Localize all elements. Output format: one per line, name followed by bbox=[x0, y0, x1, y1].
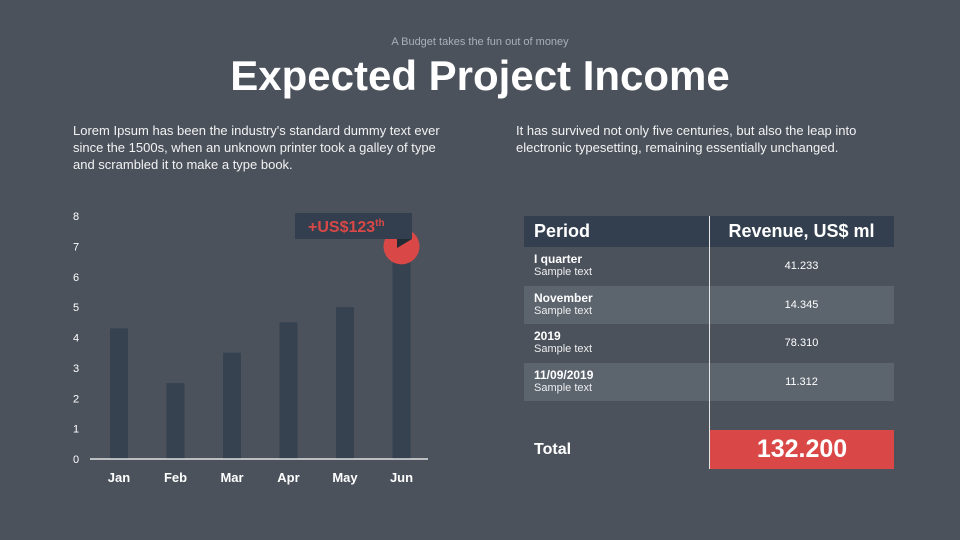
period-label: November bbox=[534, 290, 593, 305]
revenue-cell: 41.233 bbox=[784, 260, 819, 273]
header-revenue: Revenue, US$ ml bbox=[728, 221, 875, 241]
period-label: 2019 bbox=[534, 329, 561, 344]
bar-apr bbox=[279, 322, 298, 459]
total-value: 132.200 bbox=[710, 430, 894, 469]
bar-jun bbox=[392, 246, 411, 459]
total-label: Total bbox=[534, 441, 572, 458]
y-tick-label: 5 bbox=[73, 302, 79, 314]
y-tick-label: 4 bbox=[73, 333, 79, 345]
slide-subtitle: A Budget takes the fun out of money bbox=[391, 36, 569, 48]
period-note: Sample text bbox=[534, 304, 593, 317]
y-tick-label: 2 bbox=[73, 393, 79, 405]
table-row: 2019 Sample text 78.310 bbox=[524, 324, 894, 363]
period-note: Sample text bbox=[534, 266, 593, 279]
y-tick-label: 6 bbox=[73, 272, 79, 284]
header-period: Period bbox=[534, 221, 591, 241]
revenue-cell: 11.312 bbox=[785, 375, 818, 388]
x-tick-label: Feb bbox=[164, 470, 187, 485]
period-label: I quarter bbox=[534, 252, 583, 267]
callout-box bbox=[295, 213, 412, 239]
period-cell: 11/09/2019 Sample text bbox=[524, 367, 709, 395]
y-tick-label: 7 bbox=[73, 241, 79, 253]
revenue-cell: 78.310 bbox=[784, 337, 819, 350]
callout-text: +US$123th bbox=[308, 218, 385, 236]
x-tick-label: Apr bbox=[277, 470, 299, 485]
table-row: I quarter Sample text 41.233 bbox=[524, 247, 894, 286]
period-cell: 2019 Sample text bbox=[524, 330, 709, 356]
x-tick-label: Mar bbox=[220, 470, 243, 485]
bar-jan bbox=[110, 328, 128, 459]
bar-may bbox=[336, 307, 354, 459]
period-note: Sample text bbox=[534, 381, 593, 394]
callout-sup: th bbox=[375, 218, 384, 229]
x-tick-label: Jun bbox=[390, 470, 413, 485]
column-divider bbox=[709, 216, 710, 469]
slide-title: Expected Project Income bbox=[230, 52, 730, 99]
period-cell: November Sample text bbox=[524, 290, 709, 318]
callout-pointer bbox=[397, 239, 412, 248]
revenue-cell: 14.345 bbox=[784, 298, 819, 311]
callout-value: +US$123 bbox=[308, 219, 375, 236]
bar-feb bbox=[166, 383, 185, 459]
bar-chart: 0 1 2 3 4 5 6 7 8 Jan Feb Mar Apr May Jun +US$123th bbox=[73, 211, 428, 485]
period-label: 11/09/2019 bbox=[534, 367, 594, 382]
x-tick-label: May bbox=[332, 470, 358, 485]
paragraph-left: Lorem Ipsum has been the industry's stan… bbox=[73, 123, 440, 172]
period-cell: I quarter Sample text bbox=[524, 253, 709, 279]
y-tick-label: 8 bbox=[73, 211, 79, 223]
bar-mar bbox=[223, 352, 241, 459]
period-note: Sample text bbox=[534, 343, 593, 356]
y-tick-label: 0 bbox=[73, 454, 79, 466]
x-tick-label: Jan bbox=[108, 470, 130, 485]
paragraph-right: It has survived not only five centuries,… bbox=[516, 123, 857, 155]
y-tick-label: 3 bbox=[73, 363, 79, 375]
y-tick-label: 1 bbox=[73, 424, 79, 436]
